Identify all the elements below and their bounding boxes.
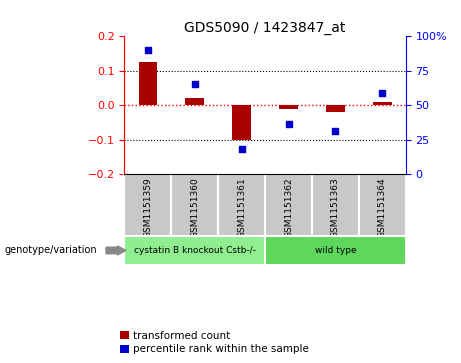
Point — [285, 121, 292, 127]
Point — [144, 47, 152, 53]
Bar — [218, 174, 265, 236]
Bar — [326, 105, 345, 112]
Bar — [232, 105, 251, 140]
Bar — [124, 236, 265, 265]
Text: GSM1151359: GSM1151359 — [143, 177, 153, 238]
Text: wild type: wild type — [314, 246, 356, 255]
Bar — [138, 62, 157, 105]
Text: genotype/variation: genotype/variation — [5, 245, 97, 256]
Text: GSM1151363: GSM1151363 — [331, 177, 340, 238]
Bar — [124, 174, 171, 236]
Text: GSM1151362: GSM1151362 — [284, 177, 293, 238]
Bar — [265, 174, 312, 236]
Text: GSM1151360: GSM1151360 — [190, 177, 199, 238]
Title: GDS5090 / 1423847_at: GDS5090 / 1423847_at — [184, 21, 346, 35]
Bar — [279, 105, 298, 109]
Point — [332, 128, 339, 134]
Point — [191, 81, 198, 87]
Legend: transformed count, percentile rank within the sample: transformed count, percentile rank withi… — [120, 331, 309, 354]
Point — [238, 147, 245, 152]
Bar — [265, 236, 406, 265]
Text: GSM1151361: GSM1151361 — [237, 177, 246, 238]
Bar — [185, 98, 204, 105]
Bar — [359, 174, 406, 236]
Text: GSM1151364: GSM1151364 — [378, 177, 387, 238]
Bar — [171, 174, 218, 236]
Bar — [312, 174, 359, 236]
Point — [378, 90, 386, 96]
Text: cystatin B knockout Cstb-/-: cystatin B knockout Cstb-/- — [134, 246, 256, 255]
Bar — [373, 102, 392, 105]
